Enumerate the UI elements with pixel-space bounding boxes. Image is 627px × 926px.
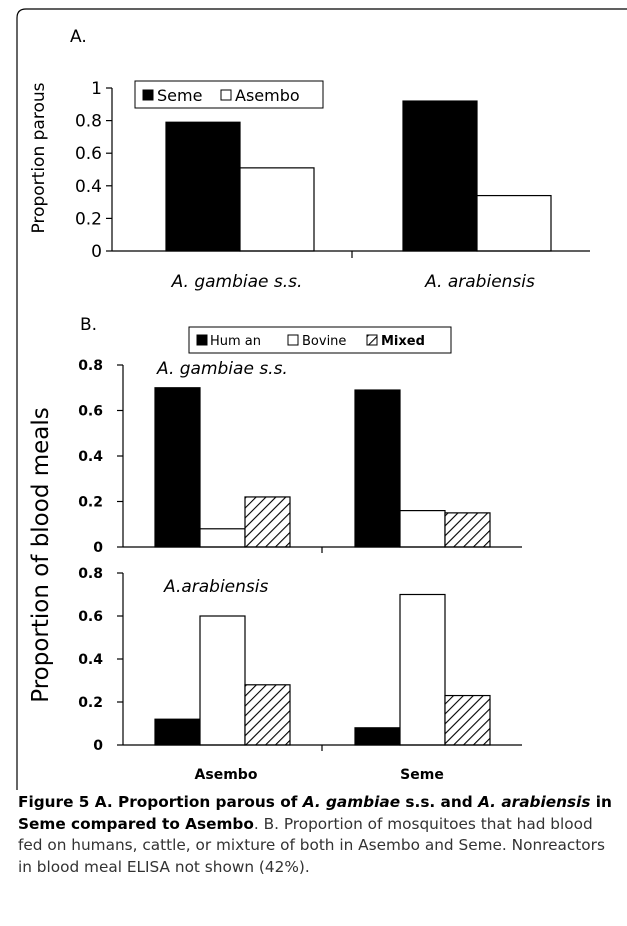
panel-a-label: A.: [70, 27, 87, 47]
figure-caption: Figure 5 A. Proportion parous of A. gamb…: [18, 792, 614, 878]
panel-b-bottom-subtitle: A.arabiensis: [163, 577, 269, 597]
panel-b-label: B.: [80, 315, 97, 335]
legend-label-human: Hum an: [210, 334, 261, 349]
panel-a-y-tick-label: 0.2: [75, 209, 102, 229]
panel-a-y-tick-label: 0.6: [75, 144, 102, 164]
panel-b-legend-box: [188, 326, 452, 354]
bar-seme-arabiensis: [402, 100, 478, 252]
panel-b-top-y-tick-label: 0.4: [78, 449, 103, 465]
panel-b-top-subtitle: A. gambiae s.s.: [156, 359, 288, 379]
panel-a-category-label-gambiae: A. gambiae s.s.: [171, 272, 303, 292]
bar-seme-gambiae: [165, 121, 241, 252]
panel-b-category-label-asembo: Asembo: [195, 767, 258, 783]
bar-top-mixed-asembo: [244, 496, 291, 548]
bar-bottom-mixed-seme: [444, 694, 491, 746]
panel-b-y-axis-label: Proportion of blood meals: [28, 407, 54, 703]
panel-a-y-tick-label: 0.8: [75, 112, 102, 132]
legend-swatch-seme: [142, 89, 154, 101]
bar-top-mixed-seme: [444, 512, 491, 548]
panel-b-top-y-tick-label: 0.2: [78, 495, 103, 511]
panel-a-y-axis-label: Proportion parous: [29, 82, 49, 233]
caption-body: . B. Proportion of mosquitoes that had b…: [18, 814, 605, 876]
figure-border: [16, 8, 627, 790]
panel-a-category-label-arabiensis: A. arabiensis: [424, 272, 535, 292]
legend-swatch-human: [196, 334, 208, 346]
panel-b-top-y-tick-label: 0.6: [78, 404, 103, 420]
panel-a-y-tick-label: 1: [91, 79, 102, 99]
bar-asembo-arabiensis: [476, 194, 552, 252]
legend-label-mixed: Mixed: [381, 334, 425, 349]
legend-swatch-bovine: [287, 334, 299, 346]
panel-b-top-y-tick-label: 0.8: [78, 358, 103, 374]
bar-top-bovine-asembo: [199, 528, 246, 548]
panel-b-bottom-y-tick-label: 0.8: [78, 566, 103, 582]
bar-bottom-human-asembo: [154, 718, 201, 746]
caption-title: A. Proportion parous of A. gambiae s.s. …: [18, 793, 612, 833]
panel-b-bottom-y-tick-label: 0.6: [78, 609, 103, 625]
panel-a-legend-box: [134, 80, 324, 109]
bar-bottom-bovine-seme: [399, 593, 446, 746]
bar-bottom-bovine-asembo: [199, 615, 246, 746]
panel-b-bottom-y-tick-label: 0.2: [78, 695, 103, 711]
panel-b-bottom-y-tick-label: 0.4: [78, 652, 103, 668]
legend-swatch-mixed: [366, 334, 378, 346]
panel-a-y-tick-label: 0.4: [75, 177, 102, 197]
bar-top-human-seme: [354, 389, 401, 548]
panel-b-category-label-seme: Seme: [400, 767, 444, 783]
caption-figure-label: Figure 5: [18, 793, 90, 811]
legend-label-asembo: Asembo: [235, 86, 300, 105]
panel-b-bottom-y-tick-label: 0: [93, 738, 103, 754]
legend-label-bovine: Bovine: [302, 334, 346, 349]
bar-bottom-mixed-asembo: [244, 684, 291, 746]
bar-top-human-asembo: [154, 387, 201, 548]
panel-b-top-y-tick-label: 0: [93, 540, 103, 556]
panel-a-y-tick-label: 0: [91, 242, 102, 262]
bar-top-bovine-seme: [399, 510, 446, 548]
bar-asembo-gambiae: [239, 167, 315, 252]
legend-label-seme: Seme: [157, 86, 202, 105]
bar-bottom-human-seme: [354, 727, 401, 746]
legend-swatch-asembo: [220, 89, 232, 101]
